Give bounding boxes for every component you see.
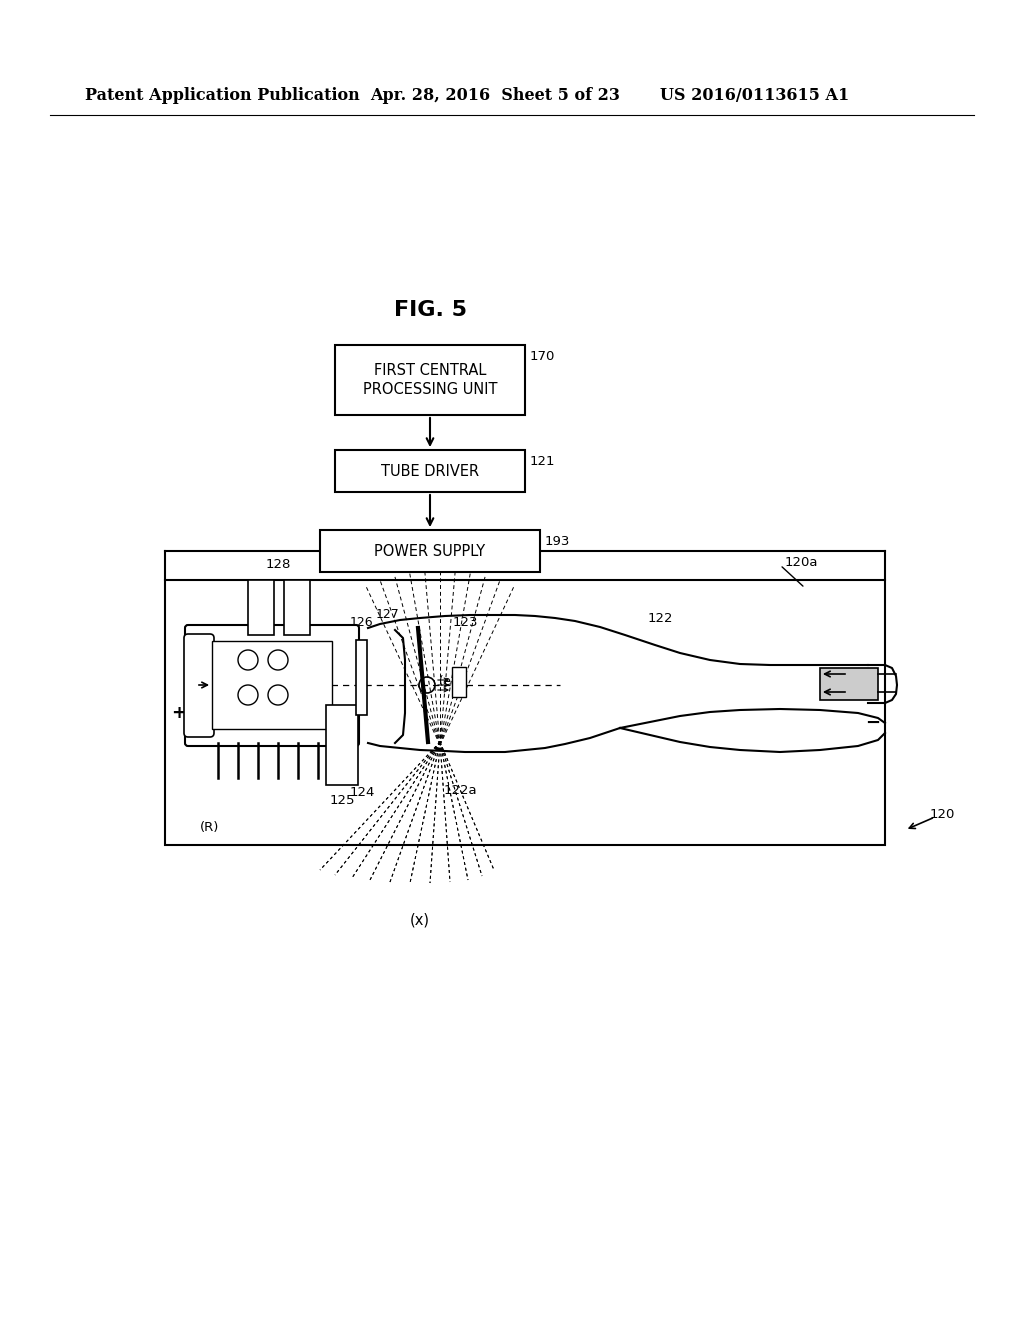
Text: Apr. 28, 2016  Sheet 5 of 23: Apr. 28, 2016 Sheet 5 of 23 [370,87,620,103]
Bar [820,668,878,700]
Bar [212,642,332,729]
Text: US 2016/0113615 A1: US 2016/0113615 A1 [660,87,849,103]
Text: 120: 120 [930,808,955,821]
Text: TUBE DRIVER: TUBE DRIVER [381,463,479,479]
Text: FIG. 5: FIG. 5 [393,300,467,319]
Text: 121: 121 [530,455,555,469]
Text: 125: 125 [330,793,354,807]
Text: FIRST CENTRAL
PROCESSING UNIT: FIRST CENTRAL PROCESSING UNIT [362,363,498,397]
Bar [319,531,540,572]
Bar [335,345,525,414]
Bar [335,450,525,492]
Text: 128: 128 [265,558,291,572]
Text: Patent Application Publication: Patent Application Publication [85,87,359,103]
Text: (e): (e) [438,676,456,689]
FancyBboxPatch shape [184,634,214,737]
Bar [284,579,310,635]
Text: 124: 124 [349,785,375,799]
Text: 120a: 120a [785,556,818,569]
Text: 122a: 122a [443,784,477,796]
Text: (R): (R) [201,821,220,833]
Text: 126: 126 [349,615,374,628]
Bar [356,640,367,715]
Text: 127: 127 [376,609,399,622]
Text: 170: 170 [530,350,555,363]
Text: 122: 122 [647,611,673,624]
Bar [248,579,274,635]
FancyBboxPatch shape [185,624,359,746]
Bar [326,705,358,785]
Text: POWER SUPPLY: POWER SUPPLY [375,544,485,558]
Bar [452,667,466,697]
Text: −: − [865,714,881,731]
Text: +: + [171,704,186,722]
Text: (x): (x) [410,912,430,928]
Text: 193: 193 [545,535,570,548]
Bar [165,579,885,845]
Text: 123: 123 [453,615,478,628]
